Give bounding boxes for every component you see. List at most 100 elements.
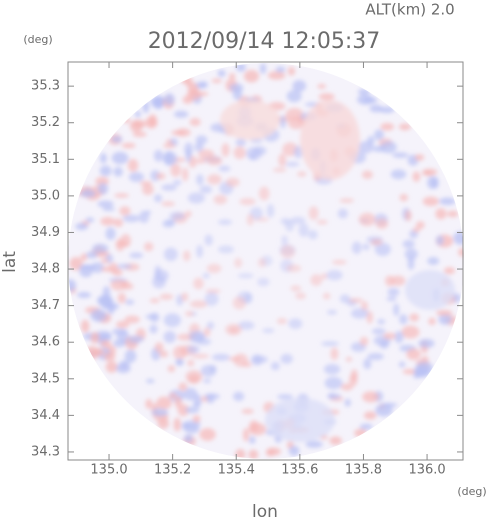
echo [415, 221, 425, 229]
echo [350, 308, 369, 319]
echo [113, 218, 124, 228]
echo [370, 239, 383, 246]
y-tick-label: 35.3 [31, 79, 60, 94]
echo [105, 361, 118, 373]
echo [379, 340, 389, 349]
echo [187, 345, 200, 354]
echo [90, 332, 100, 344]
echo [102, 206, 116, 212]
echo [267, 71, 286, 80]
echo [145, 398, 153, 410]
echo [316, 219, 328, 225]
echo [310, 274, 323, 286]
echo [163, 143, 176, 149]
echo [218, 165, 231, 172]
echo [418, 338, 435, 348]
echo [206, 263, 222, 274]
echo [75, 222, 89, 231]
echo [242, 361, 252, 368]
echo [405, 210, 412, 222]
echo [124, 315, 140, 324]
echo [349, 374, 358, 387]
echo [228, 356, 241, 362]
echo [225, 177, 240, 187]
echo [122, 118, 131, 124]
echo [174, 396, 182, 408]
echo [156, 396, 172, 410]
echo [191, 354, 210, 359]
echo [327, 393, 341, 400]
echo [184, 424, 200, 434]
echo [121, 282, 134, 290]
echo [103, 352, 116, 362]
echo [305, 440, 323, 448]
echo [192, 402, 200, 407]
echo [404, 248, 418, 260]
echo [239, 197, 256, 206]
echo [86, 251, 98, 259]
echo [402, 239, 415, 249]
echo [318, 93, 335, 101]
echo [362, 243, 370, 251]
echo [228, 73, 236, 80]
altitude-label: ALT(km) 2.0 [365, 1, 454, 19]
echo [196, 174, 204, 186]
echo [453, 231, 464, 245]
echo [398, 361, 406, 368]
echo [163, 330, 176, 344]
echo [361, 170, 373, 179]
echo [187, 359, 195, 367]
echo [97, 200, 114, 208]
echo [153, 194, 163, 203]
echo [229, 327, 239, 334]
echo [323, 292, 331, 300]
echo [125, 299, 135, 305]
echo [399, 193, 409, 202]
echo [195, 135, 208, 145]
echo [161, 184, 177, 191]
echo [374, 242, 391, 256]
echo [143, 242, 154, 252]
echo [393, 303, 400, 317]
echo [286, 264, 302, 273]
echo [233, 391, 245, 402]
x-tick-label: 135.2 [154, 463, 191, 478]
echo [288, 445, 300, 457]
echo [90, 308, 107, 322]
x-unit: (deg) [457, 485, 486, 498]
echo [258, 186, 270, 201]
echo [102, 333, 113, 341]
echo [144, 210, 152, 215]
echo [337, 208, 349, 219]
echo [101, 266, 114, 272]
y-tick-label: 35.0 [31, 188, 60, 203]
echo [317, 84, 327, 89]
echo [392, 152, 409, 158]
echo [278, 153, 287, 167]
echo [129, 252, 144, 259]
echo [413, 365, 430, 378]
echo [142, 183, 154, 196]
echo-region [300, 100, 360, 180]
echo [80, 189, 96, 198]
echo [387, 287, 400, 297]
echo [100, 339, 112, 348]
echo [249, 152, 257, 161]
echo [165, 219, 176, 226]
y-tick-label: 34.4 [31, 408, 60, 423]
echo [162, 151, 178, 166]
echo [238, 321, 255, 330]
echo [428, 317, 436, 326]
echo [324, 376, 343, 390]
echo [285, 161, 300, 167]
echo [443, 267, 456, 275]
echo [199, 428, 216, 441]
echo [189, 300, 208, 309]
echo [182, 167, 189, 182]
echo [281, 235, 288, 246]
echo [232, 296, 247, 310]
echo [293, 145, 303, 159]
echo [173, 110, 189, 118]
echo [149, 312, 160, 323]
